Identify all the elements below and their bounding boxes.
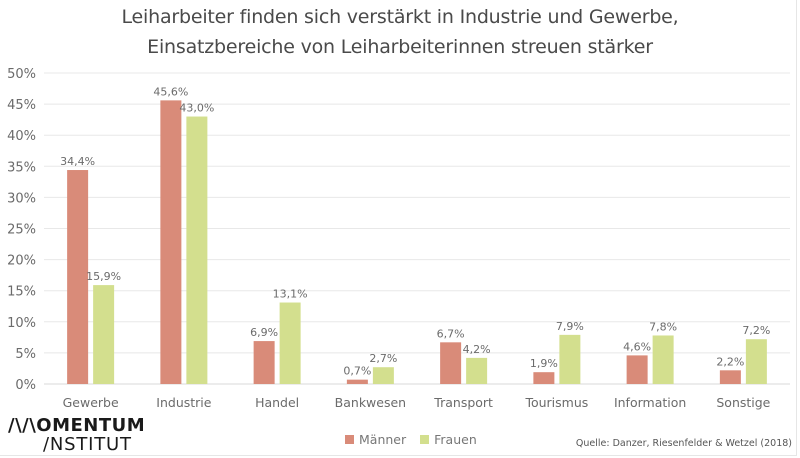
- y-tick-label: 15%: [7, 285, 36, 300]
- y-tick-label: 30%: [7, 191, 36, 206]
- chart-legend: Männer Frauen: [345, 432, 477, 447]
- y-axis-ticks: 0% 5% 10% 15% 20% 25% 30% 35% 40% 45% 50%: [7, 67, 36, 393]
- bar-frauen-industrie: [186, 116, 208, 384]
- y-tick-label: 0%: [15, 378, 36, 393]
- y-tick-label: 5%: [15, 347, 36, 362]
- bar-maenner-transport: [440, 342, 462, 384]
- momentum-institut-logo: /\/\OMENTUM /NSTITUT: [8, 416, 145, 454]
- legend-label-frauen: Frauen: [434, 432, 477, 447]
- chart-title-line-1: Leiharbeiter finden sich verstärkt in In…: [121, 6, 679, 28]
- x-tick-label: Information: [614, 395, 686, 410]
- legend-item-frauen: Frauen: [420, 432, 477, 447]
- data-label: 6,7%: [437, 327, 465, 340]
- legend-swatch-maenner: [345, 435, 354, 444]
- logo-line-2: /NSTITUT: [43, 434, 132, 455]
- bars: [67, 100, 767, 385]
- x-tick-label: Transport: [433, 395, 493, 410]
- bar-maenner-handel: [253, 341, 275, 384]
- bar-maenner-bankwesen: [346, 379, 368, 384]
- chart-title-line-2: Einsatzbereiche von Leiharbeiterinnen st…: [147, 36, 653, 58]
- y-tick-label: 40%: [7, 129, 36, 144]
- data-label: 4,2%: [463, 343, 491, 356]
- legend-swatch-frauen: [420, 435, 430, 444]
- data-labels: 34,4% 15,9% 45,6% 43,0% 6,9% 13,1% 0,7%2,7% 6,7…: [60, 85, 770, 377]
- bar-frauen-handel: [279, 302, 301, 384]
- data-label: 7,8%: [649, 320, 677, 333]
- x-tick-label: Industrie: [156, 395, 211, 410]
- legend-label-maenner: Männer: [359, 432, 407, 447]
- bar-frauen-tourismus: [559, 334, 581, 384]
- bar-maenner-gewerbe: [67, 170, 89, 384]
- data-label: 4,6%: [623, 340, 651, 353]
- bar-frauen-information: [652, 335, 674, 384]
- y-tick-label: 45%: [7, 98, 36, 113]
- source-note: Quelle: Danzer, Riesenfelder & Wetzel (2…: [575, 438, 792, 449]
- x-tick-label: Tourismus: [524, 395, 588, 410]
- bar-maenner-industrie: [160, 100, 182, 385]
- x-axis-ticks: Gewerbe Industrie Handel Bankwesen Transport…: [63, 395, 771, 410]
- bar-maenner-information: [626, 355, 648, 384]
- y-tick-label: 25%: [7, 223, 36, 238]
- legend-item-maenner: Männer: [345, 432, 406, 447]
- data-label: 7,2%: [742, 324, 770, 337]
- logo-line-1: /\/\OMENTUM: [8, 415, 146, 436]
- data-label: 2,2%: [716, 355, 744, 368]
- y-tick-label: 20%: [7, 254, 36, 269]
- x-tick-label: Handel: [255, 395, 299, 410]
- bar-frauen-transport: [466, 357, 488, 384]
- x-tick-label: Gewerbe: [63, 395, 119, 410]
- data-label: 6,9%: [250, 326, 278, 339]
- data-label: 15,9%: [86, 270, 121, 283]
- y-tick-label: 10%: [7, 316, 36, 331]
- bar-frauen-gewerbe: [93, 285, 115, 384]
- data-label: 43,0%: [179, 102, 214, 115]
- y-tick-label: 50%: [7, 67, 36, 82]
- data-label: 13,1%: [273, 288, 308, 301]
- x-tick-label: Sonstige: [716, 395, 770, 410]
- bar-frauen-bankwesen: [372, 367, 394, 384]
- data-label: 34,4%: [60, 155, 95, 168]
- data-label: 0,7%: [343, 365, 371, 378]
- y-tick-label: 35%: [7, 160, 36, 175]
- x-tick-label: Bankwesen: [335, 395, 406, 410]
- data-label: 1,9%: [530, 357, 558, 370]
- gridlines: [44, 72, 790, 385]
- bar-frauen-sonstige: [745, 339, 767, 384]
- data-label: 7,9%: [556, 320, 584, 333]
- data-label: 45,6%: [153, 85, 188, 98]
- data-label: 2,7%: [369, 352, 397, 365]
- bar-maenner-tourismus: [533, 372, 555, 384]
- bar-maenner-sonstige: [719, 370, 741, 384]
